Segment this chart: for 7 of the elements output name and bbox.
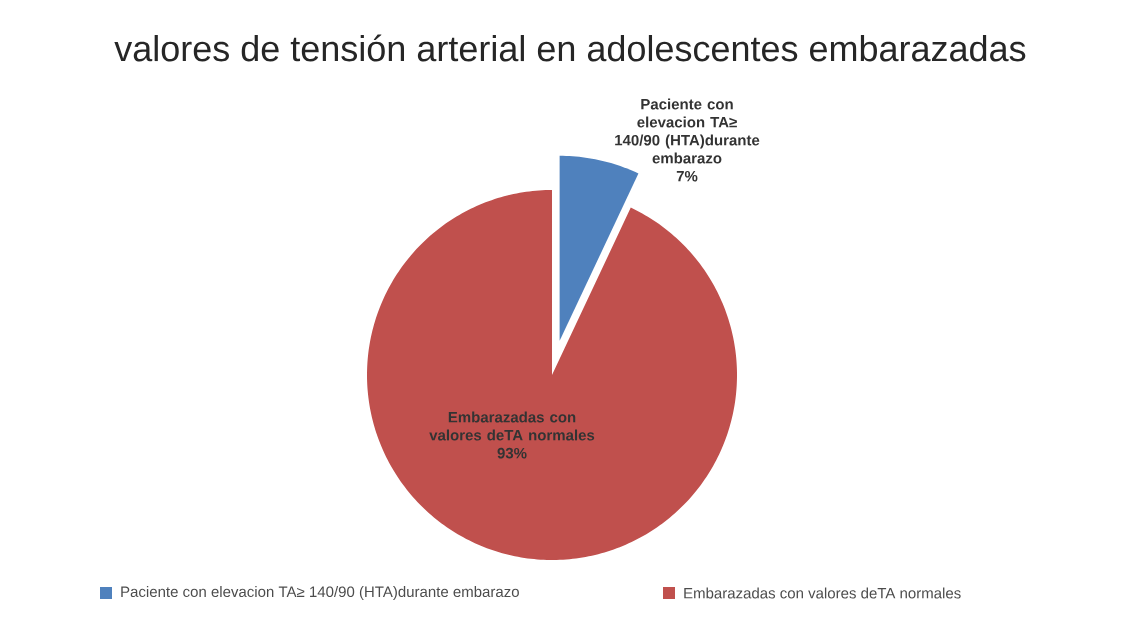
data-label: 93% <box>497 447 527 459</box>
legend-label: Paciente con elevacion TA≥ 140/90 (HTA)durante embarazo <box>121 586 519 600</box>
slice-label: Paciente con elevacion TA≥ 140/90 (HTA)durante embarazo <box>615 98 760 164</box>
chart-title: valores de tensión arterial en adolescentes embarazadas <box>114 34 1026 62</box>
data-label: 7% <box>676 170 698 182</box>
slice-label: Embarazadas con valores deTA normales <box>429 411 595 441</box>
legend-label: Embarazadas con valores deTA normales <box>684 587 961 599</box>
